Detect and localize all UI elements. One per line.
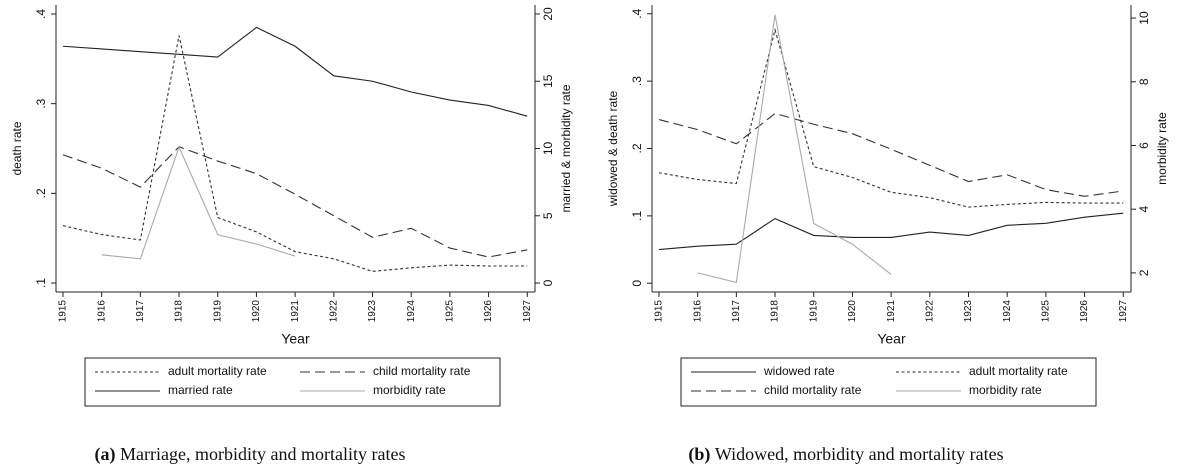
y-tick-label: .2: [630, 143, 644, 153]
y-tick-label: .2: [34, 188, 48, 198]
series-line: [658, 112, 1124, 197]
legend-label: morbidity rate: [969, 383, 1042, 397]
legend-box: [680, 357, 1097, 407]
y2-tick-label: 4: [1137, 206, 1151, 213]
series-line: [658, 212, 1124, 251]
legend-label: adult mortality rate: [969, 364, 1068, 378]
x-tick-label: 1922: [328, 300, 339, 323]
series-line: [697, 14, 892, 284]
x-tick-label: 1925: [445, 300, 456, 323]
x-tick-label: 1920: [251, 300, 262, 323]
y2-tick-label: 15: [541, 74, 555, 88]
x-tick-label: 1917: [731, 300, 742, 323]
x-tick-label: 1927: [1118, 300, 1129, 323]
y2-tick-label: 6: [1137, 142, 1151, 149]
y2-tick-label: 8: [1137, 78, 1151, 85]
y-tick-label: .4: [34, 9, 48, 19]
caption-text: Widowed, morbidity and mortality rates: [715, 444, 1004, 464]
x-tick-label: 1920: [847, 300, 858, 323]
series-line: [62, 146, 528, 258]
x-tick-label: 1917: [135, 300, 146, 323]
x-tick-label: 1926: [483, 300, 494, 323]
x-tick-label: 1923: [367, 300, 378, 323]
y2-tick-label: 10: [541, 142, 555, 156]
x-tick-label: 1921: [290, 300, 301, 323]
legend-box: [84, 357, 501, 407]
panel: .1 .2 .3 .4 0 5 10 15 20 1915 1916 1917 1918 1919 1920…: [10, 5, 573, 465]
caption: (a) Marriage, morbidity and mortality ra…: [95, 444, 406, 465]
y2-tick-label: 0: [541, 279, 555, 286]
x-tick-label: 1919: [212, 300, 223, 323]
series-line: [62, 26, 528, 117]
caption-label: (a): [95, 444, 116, 465]
x-tick-label: 1924: [406, 300, 417, 323]
legend-label: child mortality rate: [764, 383, 862, 397]
x-tick-label: 1927: [522, 300, 533, 323]
legend-label: adult mortality rate: [168, 364, 267, 378]
y-tick-label: .3: [34, 98, 48, 108]
x-tick-label: 1919: [808, 300, 819, 323]
x-tick-label: 1925: [1041, 300, 1052, 323]
y-tick-label: .3: [630, 76, 644, 86]
y-tick-label: .1: [34, 278, 48, 288]
legend-label: married rate: [168, 383, 233, 397]
legend-label: widowed rate: [763, 364, 835, 378]
y2-tick-label: 20: [541, 7, 555, 21]
x-tick-label: 1922: [924, 300, 935, 323]
y2-axis-label: morbidity rate: [1155, 112, 1169, 185]
x-tick-label: 1924: [1002, 300, 1013, 323]
y2-axis-label: married & morbidity rate: [559, 84, 573, 212]
x-tick-label: 1918: [174, 300, 185, 323]
y-axis-label: death rate: [10, 121, 24, 175]
y-tick-label: 0: [630, 280, 644, 287]
x-tick-label: 1926: [1079, 300, 1090, 323]
legend-label: child mortality rate: [373, 364, 471, 378]
series-line: [62, 35, 528, 272]
y2-tick-label: 5: [541, 212, 555, 219]
x-tick-label: 1921: [886, 300, 897, 323]
x-axis-label: Year: [877, 331, 906, 347]
y2-tick-label: 2: [1137, 269, 1151, 276]
caption-text: Marriage, morbidity and mortality rates: [120, 444, 405, 464]
legend-label: morbidity rate: [373, 383, 446, 397]
caption: (b) Widowed, morbidity and mortality rat…: [688, 444, 1003, 465]
x-tick-label: 1915: [654, 300, 665, 323]
y-axis-label: widowed & death rate: [606, 90, 620, 207]
caption-label: (b): [688, 444, 710, 465]
y-tick-label: .4: [630, 8, 644, 18]
panel: 0 .1 .2 .3 .4 2 4 6 8 10 1915 1916 1917 1918 1919 1920 1…: [606, 5, 1169, 465]
series-line: [101, 145, 296, 260]
x-axis-label: Year: [281, 331, 310, 347]
x-tick-label: 1916: [96, 300, 107, 323]
x-tick-label: 1923: [963, 300, 974, 323]
y-tick-label: .1: [630, 211, 644, 221]
series-line: [658, 27, 1124, 208]
x-tick-label: 1916: [692, 300, 703, 323]
x-tick-label: 1915: [58, 300, 69, 323]
x-tick-label: 1918: [770, 300, 781, 323]
y2-tick-label: 10: [1137, 11, 1151, 25]
